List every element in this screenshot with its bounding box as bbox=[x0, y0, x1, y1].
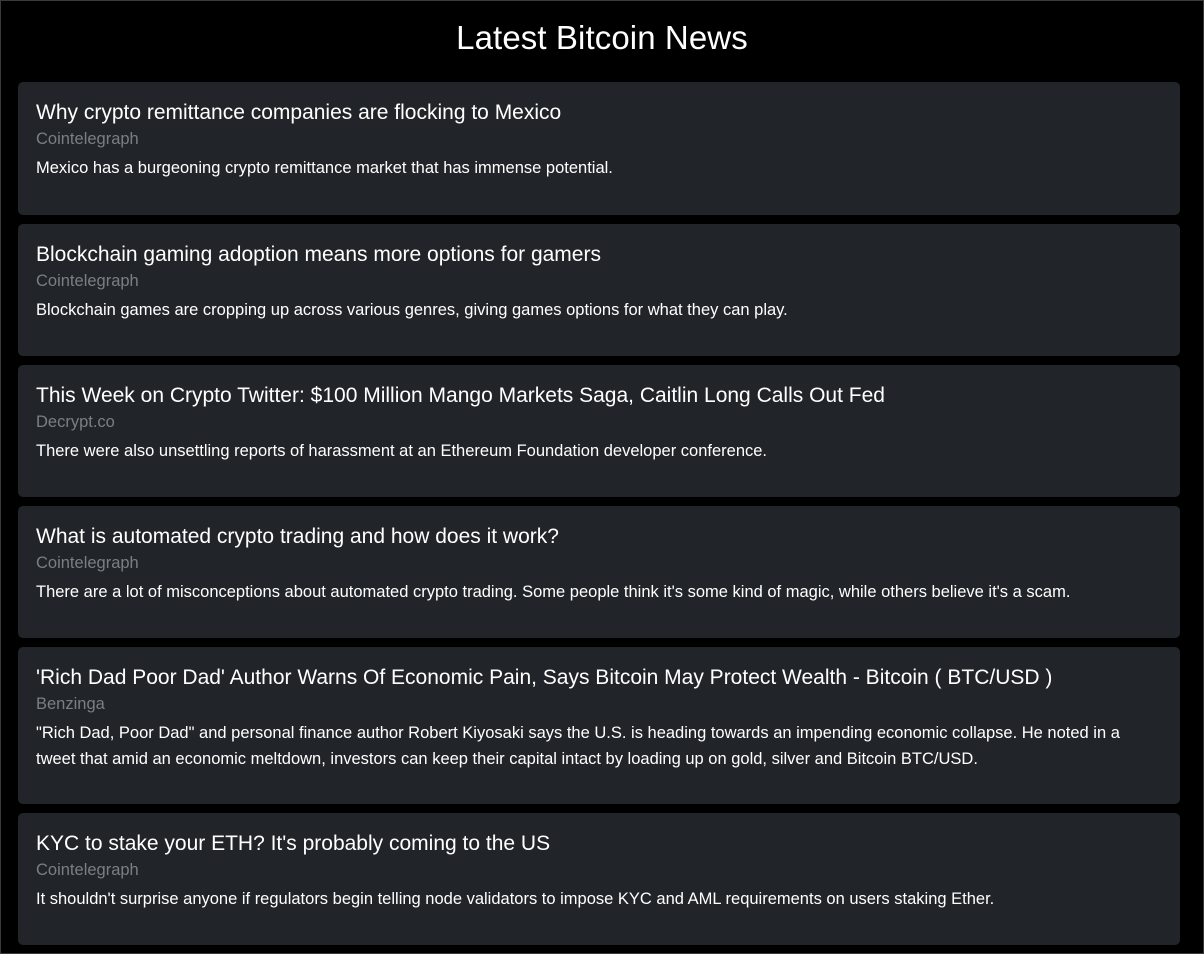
news-card[interactable]: Why crypto remittance companies are floc… bbox=[18, 82, 1180, 215]
news-card-source: Cointelegraph bbox=[36, 554, 139, 572]
news-card[interactable]: 'Rich Dad Poor Dad' Author Warns Of Econ… bbox=[18, 647, 1180, 804]
news-card-title[interactable]: What is automated crypto trading and how… bbox=[36, 525, 559, 548]
news-card-title[interactable]: 'Rich Dad Poor Dad' Author Warns Of Econ… bbox=[36, 666, 1053, 689]
news-card-source: Benzinga bbox=[36, 695, 105, 713]
news-card-title[interactable]: This Week on Crypto Twitter: $100 Millio… bbox=[36, 384, 885, 407]
news-card-description: "Rich Dad, Poor Dad" and personal financ… bbox=[36, 724, 1120, 768]
news-card-source: Cointelegraph bbox=[36, 272, 139, 290]
news-card[interactable]: Blockchain gaming adoption means more op… bbox=[18, 224, 1180, 356]
news-card-source: Cointelegraph bbox=[36, 861, 139, 879]
news-card-title[interactable]: Blockchain gaming adoption means more op… bbox=[36, 243, 601, 266]
news-card[interactable]: This Week on Crypto Twitter: $100 Millio… bbox=[18, 365, 1180, 497]
news-card[interactable]: KYC to stake your ETH? It's probably com… bbox=[18, 813, 1180, 945]
page-title: Latest Bitcoin News bbox=[456, 19, 748, 56]
news-card-description: There are a lot of misconceptions about … bbox=[36, 583, 1071, 601]
news-card-title[interactable]: KYC to stake your ETH? It's probably com… bbox=[36, 832, 551, 855]
news-card-source: Cointelegraph bbox=[36, 130, 139, 148]
news-card-source: Decrypt.co bbox=[36, 413, 115, 431]
news-card-description: It shouldn't surprise anyone if regulato… bbox=[36, 890, 995, 908]
news-card-description: Mexico has a burgeoning crypto remittanc… bbox=[36, 159, 613, 177]
news-card[interactable]: What is automated crypto trading and how… bbox=[18, 506, 1180, 638]
news-card-description: Blockchain games are cropping up across … bbox=[36, 301, 788, 319]
news-card-title[interactable]: Why crypto remittance companies are floc… bbox=[36, 101, 562, 124]
news-list: Why crypto remittance companies are floc… bbox=[1, 82, 1203, 945]
news-card-description: There were also unsettling reports of ha… bbox=[36, 442, 768, 460]
